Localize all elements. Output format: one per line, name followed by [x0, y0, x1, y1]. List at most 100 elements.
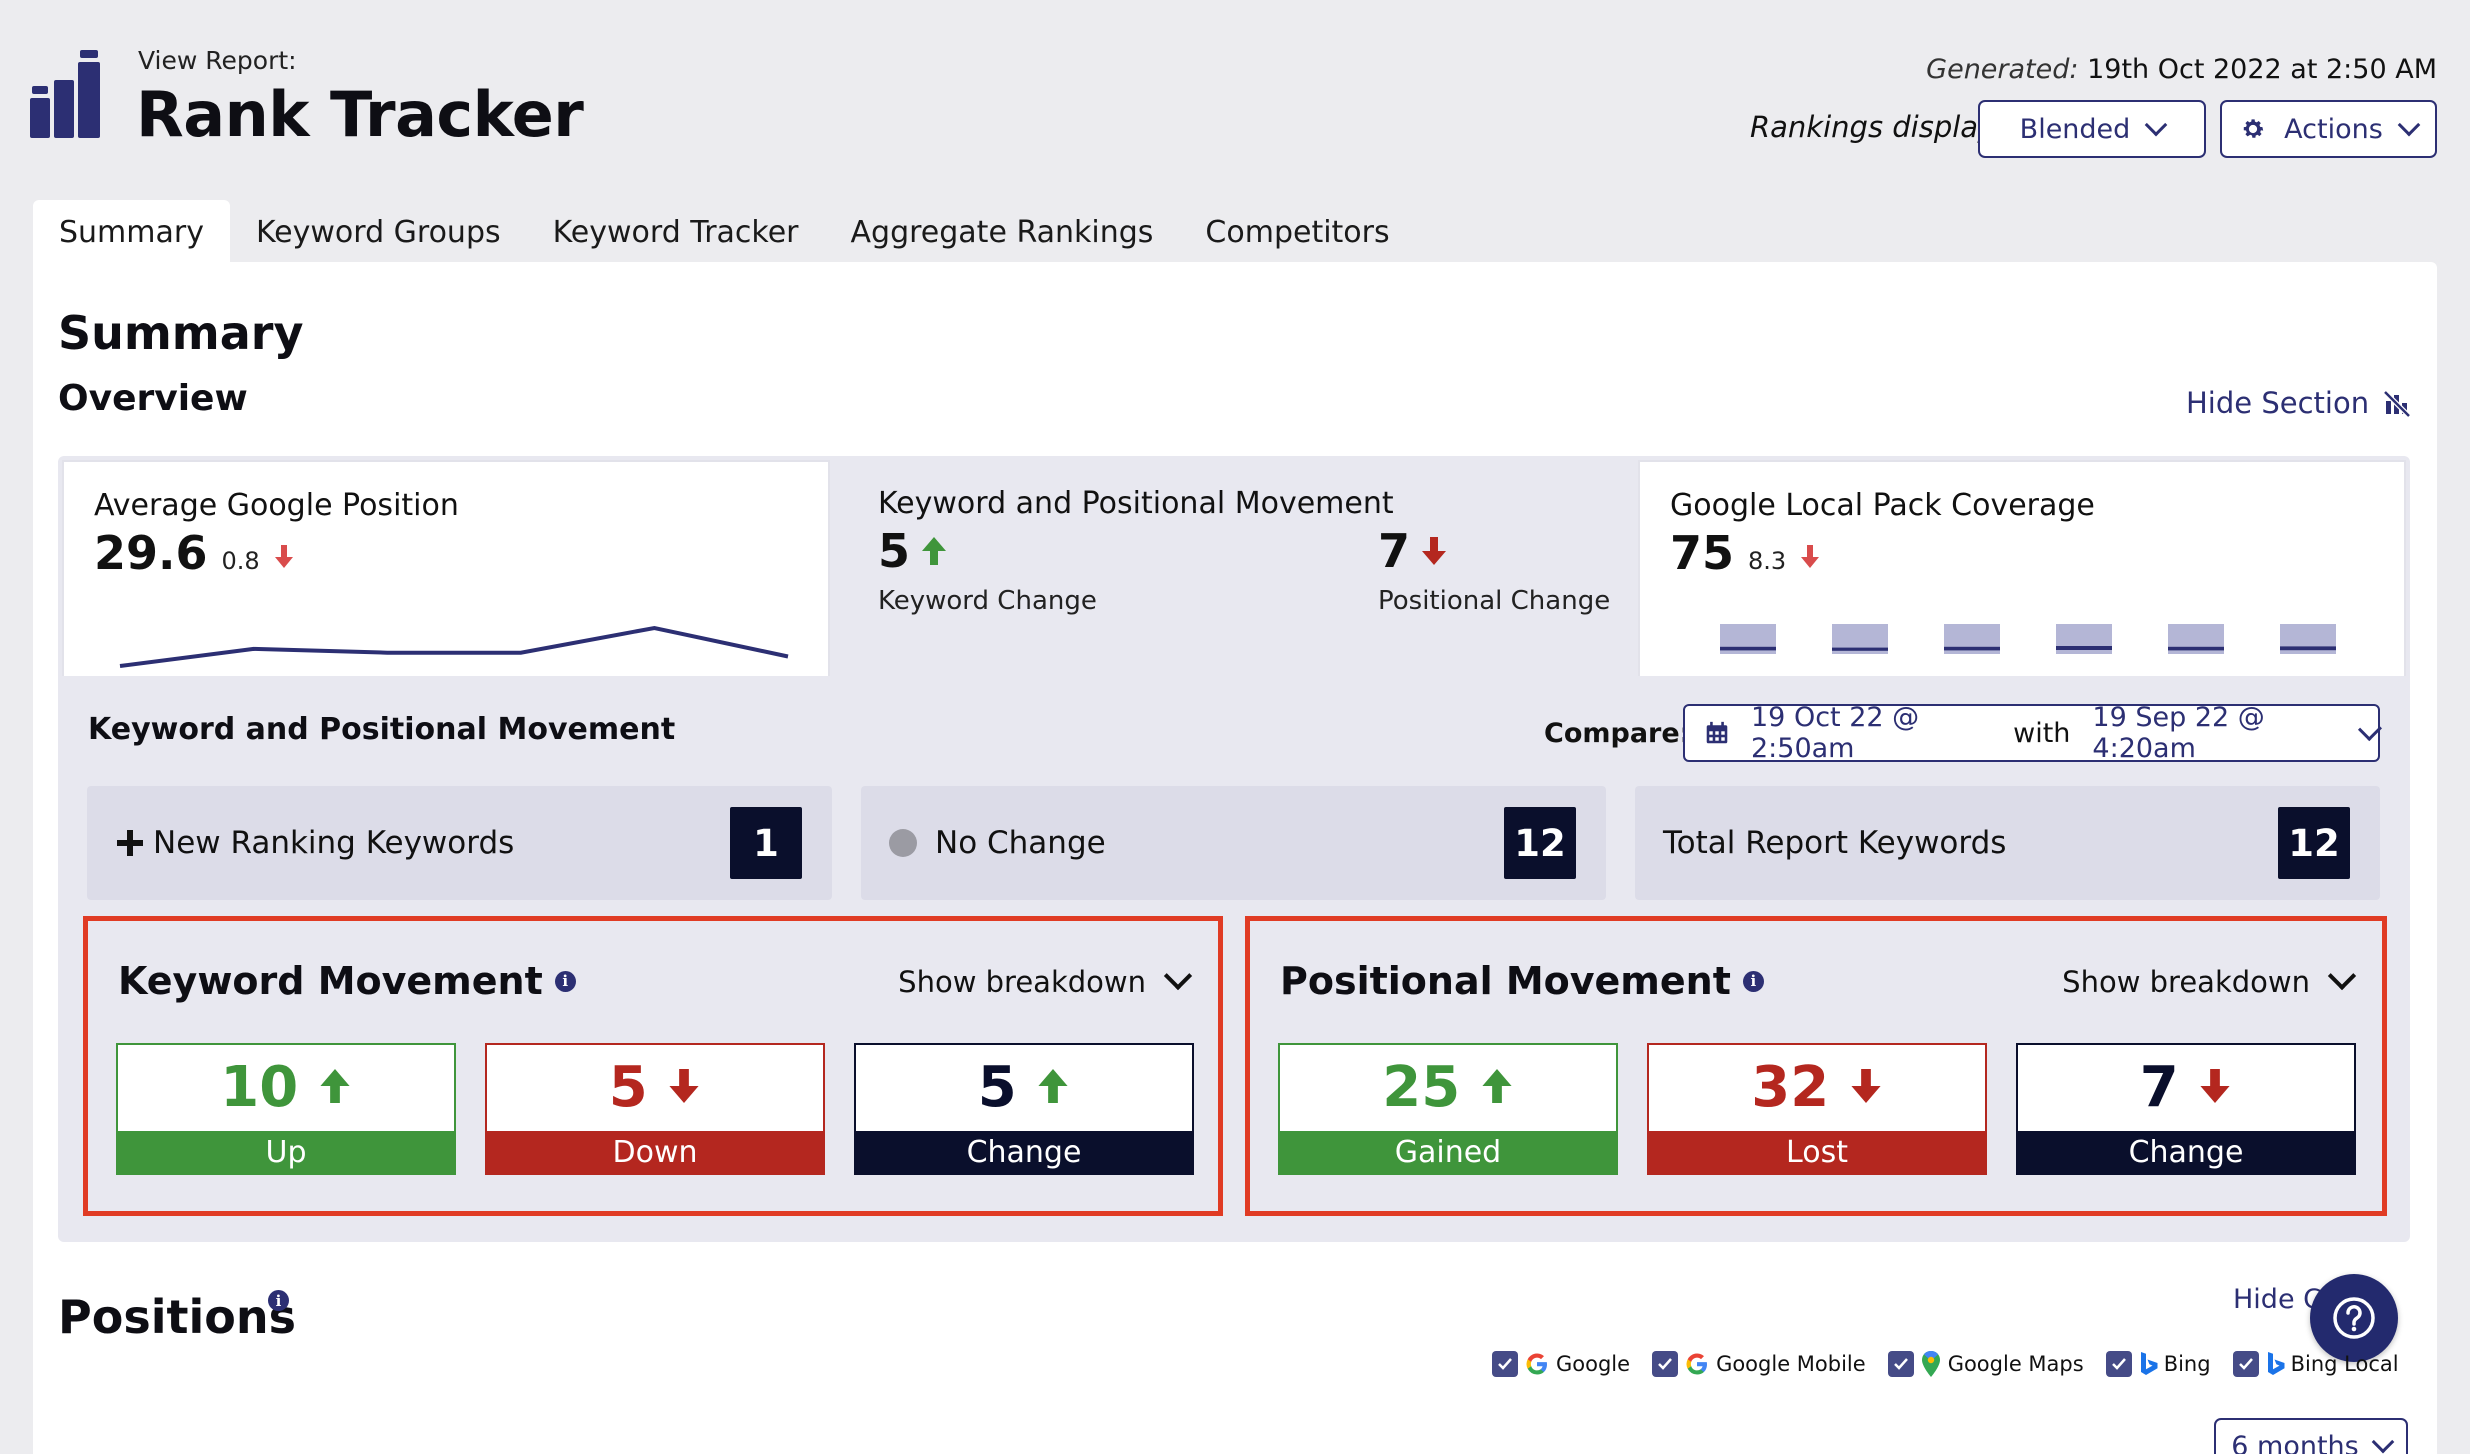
engine-filter-bing-local[interactable]: Bing Local	[2232, 1351, 2399, 1377]
checkbox-checked-icon[interactable]	[2232, 1351, 2259, 1377]
positional-movement-title-text: Positional Movement	[1280, 959, 1731, 1003]
coverage-bar-fill	[2280, 646, 2336, 651]
positions-gained-tile[interactable]: 25 Gained	[1278, 1043, 1618, 1175]
engine-filter-bing[interactable]: Bing	[2105, 1351, 2211, 1377]
date-range-dropdown[interactable]: 6 months	[2214, 1418, 2408, 1454]
page-title: Rank Tracker	[136, 78, 584, 151]
engine-label: Bing	[2163, 1352, 2211, 1376]
tab-summary[interactable]: Summary	[33, 200, 230, 264]
positions-lost-tile[interactable]: 32 Lost	[1647, 1043, 1987, 1175]
tab-competitors[interactable]: Competitors	[1205, 214, 1390, 250]
hide-chart-icon	[2383, 390, 2411, 417]
positional-movement-title: Positional Movement i	[1280, 959, 1764, 1003]
positions-change-tile[interactable]: 7 Change	[2016, 1043, 2356, 1175]
total-report-keywords-card[interactable]: Total Report Keywords 12	[1635, 786, 2380, 900]
positions-lost-value-row: 32	[1649, 1055, 1985, 1120]
keywords-change-tile[interactable]: 5 Change	[854, 1043, 1194, 1175]
chevron-down-icon	[1163, 961, 1193, 991]
rankings-display-dropdown[interactable]: Blended	[1978, 100, 2206, 158]
arrow-up-icon	[922, 537, 947, 565]
google-local-pack-coverage-card[interactable]: Google Local Pack Coverage 75 8.3	[1638, 460, 2406, 676]
arrow-up-icon	[320, 1069, 350, 1103]
generated-label: Generated:	[1926, 54, 2079, 85]
positional-change-value-row: 7	[1378, 524, 1448, 578]
checkbox-checked-icon[interactable]	[1492, 1351, 1518, 1377]
engine-filter-google-mobile[interactable]: Google Mobile	[1652, 1351, 1866, 1377]
show-breakdown-toggle[interactable]: Show breakdown	[898, 961, 1193, 999]
tab-keyword-groups[interactable]: Keyword Groups	[255, 214, 501, 250]
keywords-change-value-row: 5	[856, 1055, 1192, 1120]
local-pack-value: 75	[1670, 526, 1735, 580]
arrow-down-icon	[2200, 1069, 2230, 1103]
help-button[interactable]	[2310, 1274, 2398, 1362]
keywords-change-label: Change	[856, 1131, 1192, 1173]
google-icon	[1526, 1353, 1547, 1375]
no-change-card[interactable]: No Change 12	[861, 786, 1606, 900]
info-icon[interactable]: i	[268, 1290, 289, 1311]
report-tabs: Summary Keyword Groups Keyword Tracker A…	[33, 200, 1416, 264]
engine-filter-google[interactable]: Google	[1492, 1351, 1630, 1377]
bing-icon	[2140, 1352, 2158, 1375]
question-mark-icon	[2333, 1297, 2375, 1339]
engine-filter-google-maps[interactable]: Google Maps	[1887, 1350, 2084, 1378]
tab-keyword-tracker[interactable]: Keyword Tracker	[552, 214, 799, 250]
positions-gained-value-row: 25	[1280, 1055, 1616, 1120]
coverage-bar-fill	[1832, 647, 1888, 651]
keywords-down-value: 5	[608, 1055, 648, 1120]
compare-from-date: 19 Oct 22 @ 2:50am	[1751, 702, 1920, 764]
new-ranking-keywords-card[interactable]: New Ranking Keywords 1	[87, 786, 832, 900]
movement-section-title: Keyword and Positional Movement	[88, 712, 676, 747]
keywords-down-value-row: 5	[487, 1055, 823, 1120]
grey-dot-icon	[889, 829, 917, 857]
arrow-up-icon	[1038, 1069, 1068, 1103]
keywords-up-value-row: 10	[118, 1055, 454, 1120]
checkbox-checked-icon[interactable]	[2105, 1351, 2132, 1377]
positions-gained-value: 25	[1382, 1055, 1461, 1120]
checkbox-checked-icon[interactable]	[1887, 1351, 1914, 1377]
no-change-count: 12	[1504, 807, 1576, 879]
chevron-down-icon	[2327, 961, 2357, 991]
google-icon	[1686, 1353, 1708, 1375]
actions-dropdown[interactable]: Actions	[2220, 100, 2437, 158]
positions-lost-value: 32	[1751, 1055, 1830, 1120]
gear-icon	[2243, 119, 2264, 138]
keyword-change-value-row: 5	[878, 524, 948, 578]
keywords-change-value: 5	[977, 1055, 1017, 1120]
avg-position-value-row: 29.6 0.8	[94, 526, 294, 580]
info-icon[interactable]: i	[1742, 970, 1764, 992]
card-title: Keyword and Positional Movement	[878, 486, 1394, 521]
keyword-movement-title-text: Keyword Movement	[118, 959, 543, 1003]
keyword-change-label: Keyword Change	[878, 586, 1097, 616]
info-icon[interactable]: i	[554, 970, 576, 992]
coverage-bar-fill	[1944, 646, 2000, 651]
view-report-label: View Report:	[138, 46, 297, 75]
engine-label: Google Mobile	[1716, 1352, 1866, 1376]
keywords-down-tile[interactable]: 5 Down	[485, 1043, 825, 1175]
total-report-keywords-label: Total Report Keywords	[1663, 825, 2007, 861]
generated-value: 19th Oct 2022 at 2:50 AM	[2087, 54, 2437, 85]
rankings-display-label: Rankings display:	[1750, 110, 2006, 144]
compare-to-date: 19 Sep 22 @ 4:20am	[2092, 702, 2265, 764]
average-google-position-card[interactable]: Average Google Position 29.6 0.8	[62, 460, 830, 676]
positions-change-value-row: 7	[2018, 1055, 2354, 1120]
local-pack-change: 8.3	[1748, 547, 1787, 575]
checkbox-checked-icon[interactable]	[1652, 1351, 1679, 1377]
positional-movement-panel: Positional Movement i Show breakdown 25 …	[1245, 916, 2387, 1216]
avg-position-value: 29.6	[94, 526, 208, 580]
compare-date-picker[interactable]: 19 Oct 22 @ 2:50am with 19 Sep 22 @ 4:20…	[1683, 702, 2383, 764]
arrow-down-icon	[274, 545, 293, 568]
hide-section-button[interactable]: Hide Section	[2186, 386, 2411, 420]
avg-position-change: 0.8	[221, 547, 260, 575]
keywords-up-tile[interactable]: 10 Up	[116, 1043, 456, 1175]
tab-aggregate-rankings[interactable]: Aggregate Rankings	[850, 214, 1154, 250]
keywords-down-label: Down	[487, 1131, 823, 1173]
keyword-movement-title: Keyword Movement i	[118, 959, 576, 1003]
search-engine-filters: Google Google Mobile Google Maps Bing Bi…	[1492, 1350, 2399, 1378]
map-pin-icon	[1921, 1351, 1940, 1377]
hide-section-label: Hide Section	[2186, 386, 2370, 420]
keyword-positional-movement-card[interactable]: Keyword and Positional Movement 5 Keywor…	[848, 460, 1620, 676]
local-pack-value-row: 75 8.3	[1670, 526, 1820, 580]
positions-lost-label: Lost	[1649, 1131, 1985, 1173]
arrow-up-icon	[1482, 1069, 1512, 1103]
show-breakdown-toggle[interactable]: Show breakdown	[2062, 961, 2357, 999]
